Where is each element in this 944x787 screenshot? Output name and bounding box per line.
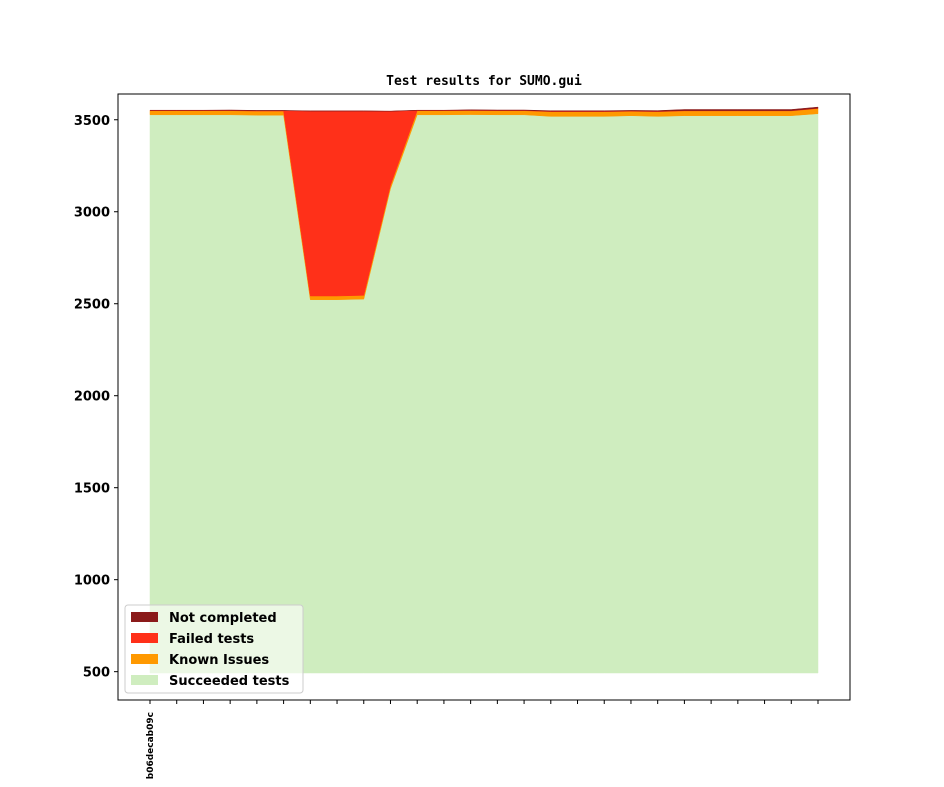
chart-title: Test results for SUMO.gui <box>386 74 582 89</box>
legend-label: Succeeded tests <box>169 674 290 689</box>
y-tick-label: 2000 <box>74 390 110 405</box>
y-tick-label: 1500 <box>74 482 110 497</box>
legend-box <box>124 604 304 694</box>
area <box>149 113 819 674</box>
legend-label: Known Issues <box>169 653 269 668</box>
legend-swatch <box>131 633 158 643</box>
y-tick-label: 2500 <box>74 298 110 313</box>
legend-label: Not completed <box>169 611 277 626</box>
legend-label: Failed tests <box>169 632 254 647</box>
legend-swatch <box>131 654 158 664</box>
x-tick-label: b06decab09c <box>146 712 156 779</box>
legend: Not completed Failed tests Known Issues Suc… <box>124 604 304 694</box>
plot-frame <box>117 93 851 701</box>
y-tick-label: 3500 <box>74 114 110 129</box>
y-tick-label: 1000 <box>74 574 110 589</box>
y-tick-label: 3000 <box>74 206 110 221</box>
y-tick-label: 500 <box>83 666 110 681</box>
legend-swatch <box>131 612 158 622</box>
legend-swatch <box>131 675 158 685</box>
area <box>149 106 819 112</box>
